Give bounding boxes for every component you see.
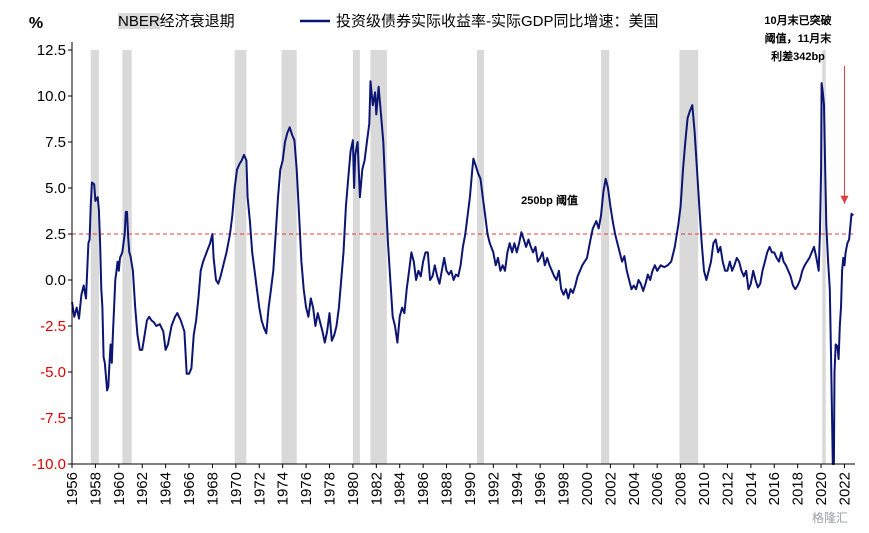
recession-band-5 <box>370 50 387 464</box>
x-tick-label: 1978 <box>321 472 338 505</box>
x-tick-label: 1982 <box>368 472 385 505</box>
x-tick-label: 1968 <box>204 472 221 505</box>
x-tick-label: 1988 <box>439 472 456 505</box>
x-tick-label: 1986 <box>415 472 432 505</box>
x-tick-label: 2010 <box>696 472 713 505</box>
x-tick-label: 2002 <box>602 472 619 505</box>
x-tick-label: 1994 <box>509 472 526 505</box>
recession-band-7 <box>601 50 610 464</box>
x-tick-label: 2012 <box>719 472 736 505</box>
recession-bands <box>90 50 826 464</box>
series-line <box>71 80 854 465</box>
y-tick-label: 12.5 <box>37 42 66 59</box>
legend-recession-label: NBER经济衰退期 <box>118 13 235 30</box>
axes <box>68 42 855 468</box>
y-tick-label: -5.0 <box>40 364 66 381</box>
x-tick-label: 1974 <box>275 472 292 505</box>
annotation-arrowhead <box>840 195 849 204</box>
x-tick-label: 1958 <box>87 472 104 505</box>
annotation: 10月末已突破 阈值，11月末 利差342bp <box>764 13 849 204</box>
legend: NBER经济衰退期 投资级债券实际收益率-实际GDP同比增速：美国 <box>118 13 659 30</box>
x-tick-label: 1962 <box>134 472 151 505</box>
unit-label: % <box>29 15 43 32</box>
x-tick-label: 2006 <box>649 472 666 505</box>
annotation-line-2: 阈值，11月末 <box>765 31 833 45</box>
watermark: 格隆汇 <box>812 510 848 525</box>
x-tick-label: 2022 <box>836 472 853 505</box>
x-tick-label: 1996 <box>532 472 549 505</box>
x-tick-label: 2016 <box>766 472 783 505</box>
y-tick-label: 5.0 <box>45 180 66 197</box>
recession-band-4 <box>352 50 360 464</box>
threshold-label: 250bp 阈值 <box>521 193 578 207</box>
x-tick-label: 1998 <box>556 472 573 505</box>
y-tick-label: 7.5 <box>45 134 66 151</box>
x-tick-label: 2014 <box>743 472 760 505</box>
x-tick-labels: 1956 1958 1960 1962 1964 1966 1968 1970 1972 1974… <box>64 472 853 505</box>
y-tick-label: -10.0 <box>32 456 66 473</box>
y-tick-labels: 12.5 10.0 7.5 5.0 2.5 0.0 -2.5 -5.0 -7.5 -10.0 <box>32 42 66 473</box>
y-tick-label: -2.5 <box>40 318 66 335</box>
x-tick-label: 1976 <box>298 472 315 505</box>
x-tick-label: 1956 <box>64 472 81 505</box>
x-tick-label: 1992 <box>485 472 502 505</box>
x-tick-label: 1984 <box>392 472 409 505</box>
legend-recession-swatch <box>118 13 160 29</box>
x-tick-label: 1964 <box>158 472 175 505</box>
x-tick-label: 1970 <box>228 472 245 505</box>
y-tick-label: 0.0 <box>45 272 66 289</box>
annotation-line-1: 10月末已突破 <box>764 13 831 27</box>
recession-band-2 <box>234 50 247 464</box>
y-tick-label: 10.0 <box>37 88 66 105</box>
recession-band-0 <box>90 50 99 464</box>
x-tick-label: 1980 <box>345 472 362 505</box>
recession-band-9 <box>822 50 826 464</box>
y-tick-label: -7.5 <box>40 410 66 427</box>
x-tick-label: 1960 <box>111 472 128 505</box>
x-tick-label: 2004 <box>626 472 643 505</box>
x-tick-label: 1966 <box>181 472 198 505</box>
recession-band-6 <box>476 50 484 464</box>
recession-band-3 <box>281 50 297 464</box>
x-tick-label: 2000 <box>579 472 596 505</box>
x-tick-label: 1990 <box>462 472 479 505</box>
x-tick-label: 2018 <box>790 472 807 505</box>
annotation-line-3: 利差342bp <box>771 49 825 63</box>
x-tick-label: 2020 <box>813 472 830 505</box>
y-tick-label: 2.5 <box>45 226 66 243</box>
x-tick-label: 2008 <box>673 472 690 505</box>
legend-series-label: 投资级债券实际收益率-实际GDP同比增速：美国 <box>336 13 659 30</box>
x-tick-label: 1972 <box>251 472 268 505</box>
recession-band-1 <box>122 50 132 464</box>
